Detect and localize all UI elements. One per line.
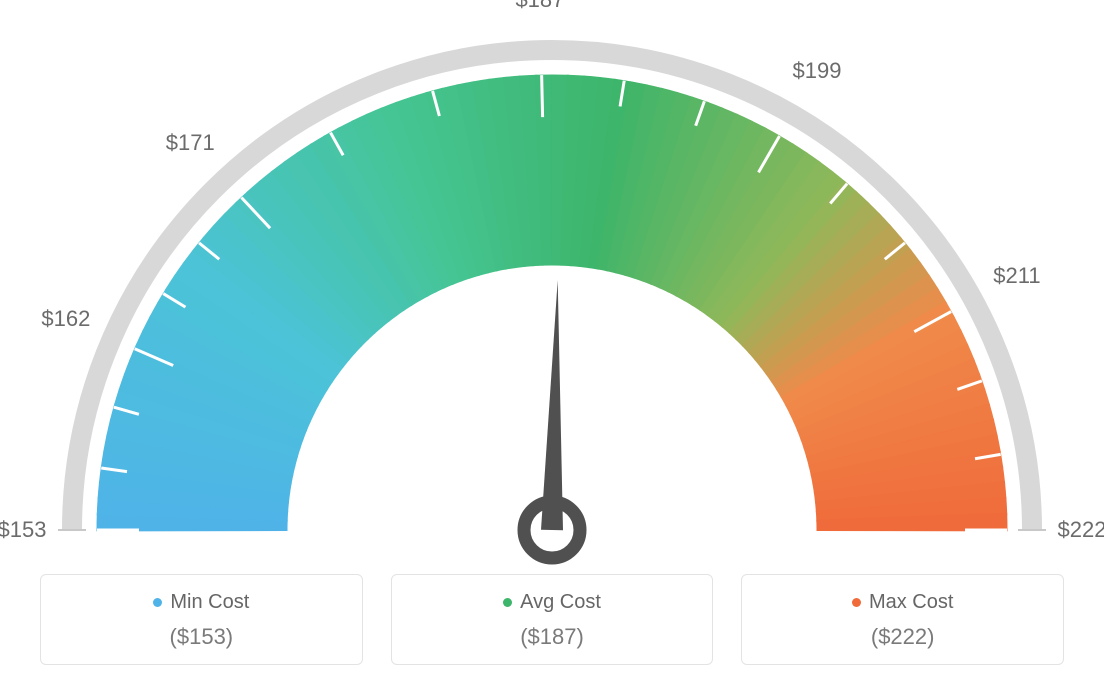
- gauge-container: $153 $162 $171 $187 $199 $211 $222: [0, 0, 1104, 570]
- legend-card-min: Min Cost ($153): [40, 574, 363, 665]
- legend-value-max: ($222): [752, 624, 1053, 650]
- gauge-svg: [0, 0, 1104, 570]
- gauge-tick-label: $171: [166, 130, 215, 156]
- legend-title-min: Min Cost: [153, 591, 249, 614]
- gauge-tick-label: $222: [1058, 517, 1104, 543]
- legend-label: Max Cost: [869, 591, 953, 614]
- legend-title-max: Max Cost: [852, 591, 953, 614]
- gauge-tick-label: $187: [515, 0, 564, 13]
- legend-value-min: ($153): [51, 624, 352, 650]
- gauge-tick-label: $199: [793, 58, 842, 84]
- legend-card-max: Max Cost ($222): [741, 574, 1064, 665]
- gauge-tick-label: $211: [993, 263, 1040, 289]
- gauge-tick-label: $162: [41, 306, 90, 332]
- gauge-tick-label: $153: [0, 517, 46, 543]
- legend-value-avg: ($187): [402, 624, 703, 650]
- legend-label: Avg Cost: [520, 591, 601, 614]
- dot-icon: [852, 598, 861, 607]
- legend-row: Min Cost ($153) Avg Cost ($187) Max Cost…: [40, 574, 1064, 665]
- legend-label: Min Cost: [170, 591, 249, 614]
- legend-title-avg: Avg Cost: [503, 591, 601, 614]
- dot-icon: [503, 598, 512, 607]
- legend-card-avg: Avg Cost ($187): [391, 574, 714, 665]
- dot-icon: [153, 598, 162, 607]
